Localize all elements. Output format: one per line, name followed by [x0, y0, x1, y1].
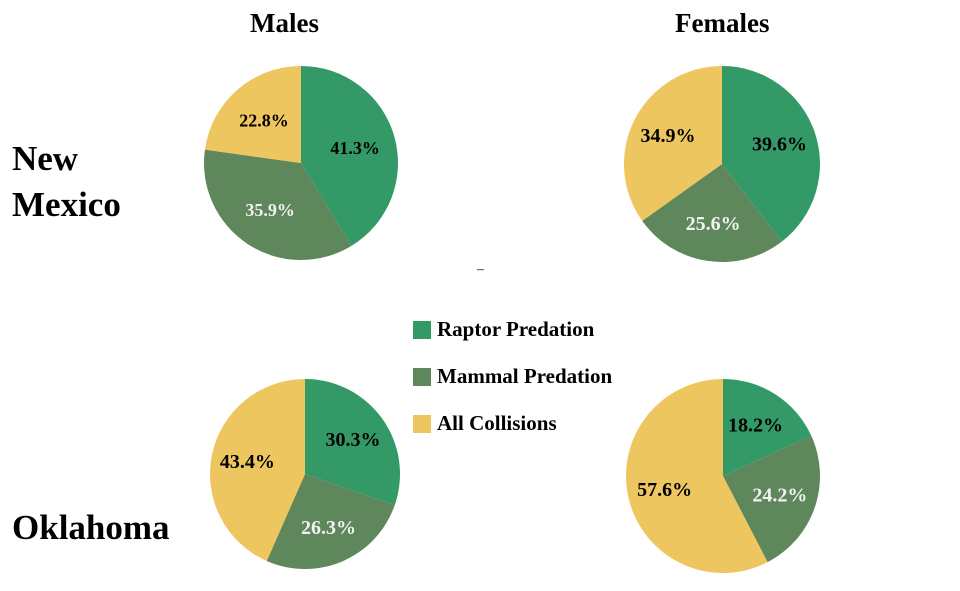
column-title-males: Males [250, 8, 319, 38]
legend-swatch-mammal [413, 367, 431, 386]
pie-slice-oklahoma-males-mammal [266, 474, 395, 569]
pie-label-new-mexico-males-raptor: 41.3% [330, 138, 380, 158]
legend-label-mammal: Mammal Predation [437, 364, 613, 388]
column-title-females: Females [675, 8, 770, 38]
pie-slice-new-mexico-males-raptor [301, 66, 398, 246]
pie-label-new-mexico-females-raptor: 39.6% [752, 133, 807, 155]
pie-label-new-mexico-females-mammal: 25.6% [686, 213, 741, 235]
legend-label-raptor: Raptor Predation [437, 317, 595, 341]
pie-chart-new-mexico-males: 41.3% 35.9% 22.8% [204, 66, 398, 260]
pie-chart-new-mexico-females: 39.6% 25.6% 34.9% [624, 66, 820, 262]
legend: Raptor Predation Mammal Predation All Co… [413, 306, 612, 447]
legend-item-collisions: All Collisions [413, 400, 612, 447]
pie-label-oklahoma-females-collisions: 57.6% [637, 479, 692, 501]
pie-chart-oklahoma-males: 30.3% 26.3% 43.4% [210, 379, 400, 569]
pie-label-oklahoma-males-collisions: 43.4% [220, 451, 275, 473]
legend-swatch-collisions [413, 414, 431, 433]
pie-label-oklahoma-females-raptor: 18.2% [728, 414, 783, 436]
pie-label-new-mexico-males-mammal: 35.9% [245, 200, 295, 220]
row-label-oklahoma: Oklahoma [12, 508, 170, 547]
legend-item-raptor: Raptor Predation [413, 306, 612, 353]
pie-slice-new-mexico-females-collisions [624, 66, 722, 221]
pie-slice-new-mexico-females-mammal [642, 164, 782, 262]
pie-label-oklahoma-males-mammal: 26.3% [301, 517, 356, 539]
row-label-new-mexico: New Mexico [12, 139, 121, 224]
pie-slice-new-mexico-males-mammal [204, 149, 352, 260]
pie-label-oklahoma-females-mammal: 24.2% [752, 485, 807, 507]
legend-label-collisions: All Collisions [437, 411, 557, 435]
pie-slice-oklahoma-females-raptor [723, 379, 812, 476]
pie-label-new-mexico-females-collisions: 34.9% [640, 125, 695, 147]
pie-slice-oklahoma-males-collisions [210, 379, 305, 561]
legend-swatch-raptor [413, 320, 431, 339]
pie-slice-oklahoma-females-mammal [723, 435, 820, 563]
pie-slice-new-mexico-males-collisions [204, 66, 301, 163]
pie-slice-oklahoma-females-collisions [625, 379, 768, 573]
pie-label-new-mexico-males-collisions: 22.8% [239, 111, 289, 131]
pie-label-oklahoma-males-raptor: 30.3% [325, 429, 380, 451]
legend-item-mammal: Mammal Predation [413, 353, 612, 400]
dash-mark: – [477, 262, 484, 277]
pie-slice-new-mexico-females-raptor [722, 66, 820, 242]
pie-chart-oklahoma-females: 18.2% 24.2% 57.6% [625, 379, 820, 573]
pie-slice-oklahoma-males-raptor [305, 379, 400, 506]
